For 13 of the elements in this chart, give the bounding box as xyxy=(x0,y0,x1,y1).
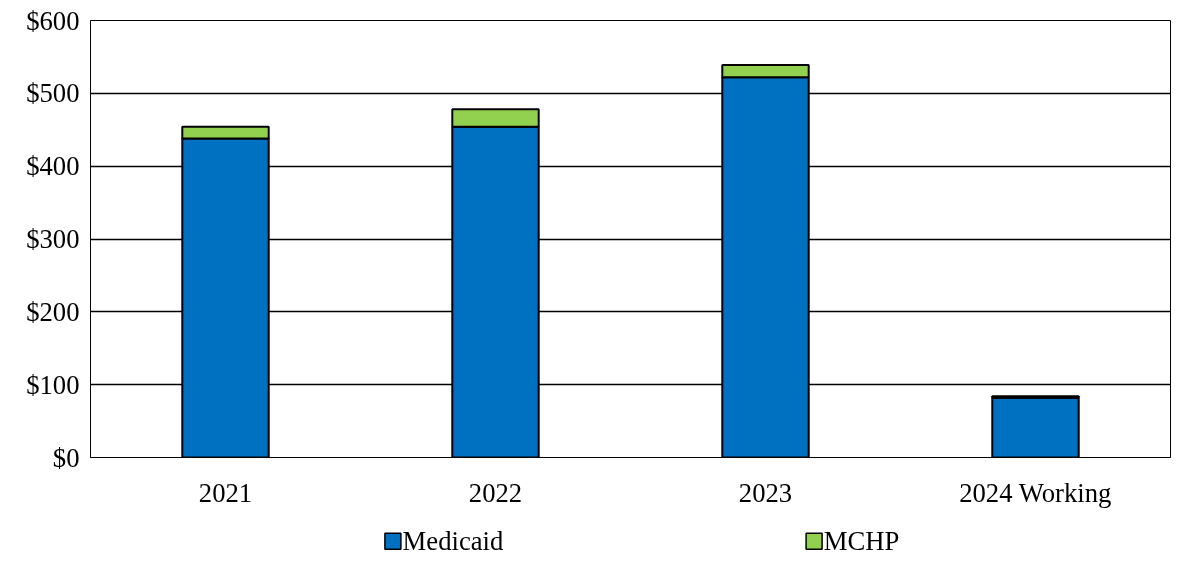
y-tick-label: $100 xyxy=(26,369,80,400)
y-tick-label: $0 xyxy=(52,442,80,473)
y-tick-label: $200 xyxy=(26,296,80,327)
x-tick-label: 2024 Working xyxy=(959,477,1112,508)
y-tick-label: $600 xyxy=(26,5,80,36)
legend-label: Medicaid xyxy=(402,526,504,557)
x-tick-label: 2022 xyxy=(468,477,523,508)
legend-label: MCHP xyxy=(823,526,900,557)
y-tick-label: $500 xyxy=(26,78,80,109)
x-tick-label: 2021 xyxy=(198,477,253,508)
y-tick-label: $400 xyxy=(26,151,80,182)
x-tick-label: 2023 xyxy=(738,477,793,508)
y-tick-label: $300 xyxy=(26,224,80,254)
